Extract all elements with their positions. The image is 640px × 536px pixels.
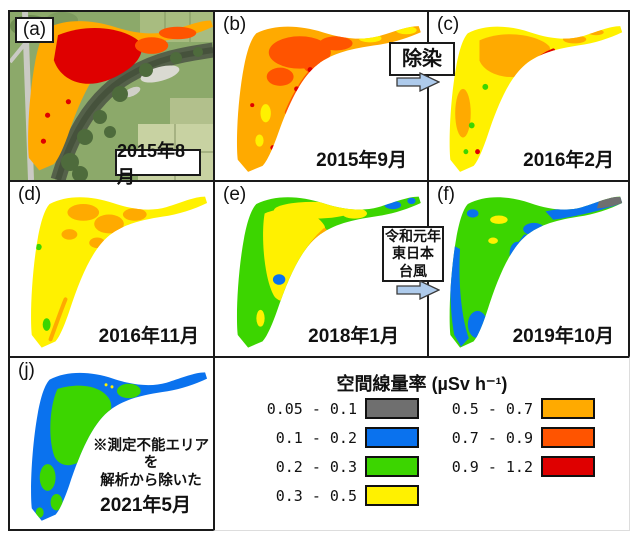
panel-letter-b: (b) [223,14,247,35]
legend-swatch [541,398,595,419]
panel-d: (d) 2016年11月 [8,180,215,358]
legend-entry: 0.05 - 0.1 [263,398,419,419]
legend-title: 空間線量率 (µSv h⁻¹) [215,370,629,396]
legend-entry: 0.7 - 0.9 [439,427,595,448]
panel-date-j: 2021年5月 [100,495,191,516]
panel-j-note: ※測定不能エリアを 解析から除いた [90,438,212,490]
panel-date-box-a: 2015年8月 [115,141,201,187]
legend-entry: 0.3 - 0.5 [263,485,419,506]
legend-title-text: 空間線量率 [336,374,427,394]
panel-e: (e) 2018年1月 [213,180,429,358]
legend-unit: (µSv h⁻¹) [431,374,508,394]
legend-range: 0.7 - 0.9 [451,428,533,447]
panel-date-f: 2019年10月 [512,326,614,347]
legend-range: 0.1 - 0.2 [275,428,357,447]
legend-swatch [365,456,419,477]
panel-date-a: 2015年8月 [117,140,186,187]
panel-letter-f: (f) [437,184,455,205]
panel-j: (j) ※測定不能エリアを 解析から除いた 2021年5月 [8,356,215,531]
panel-date-e: 2018年1月 [308,326,399,347]
panel-date-d: 2016年11月 [98,326,199,347]
right-arrow-icon [396,72,440,92]
legend-range: 0.2 - 0.3 [275,457,357,476]
legend-swatch [541,456,595,477]
panel-f: (f) 2019年10月 [427,180,630,358]
legend-entry: 0.2 - 0.3 [263,456,419,477]
panel-date-b: 2015年9月 [316,150,407,171]
dose-map-f [449,196,623,348]
dose-map-j [31,372,208,521]
legend-entry: 0.9 - 1.2 [439,456,595,477]
panel-letter-j: (j) [18,360,35,381]
panel-letter-c: (c) [437,14,460,35]
typhoon-line1: 令和元年 [385,228,441,245]
panel-j-note-line1: ※測定不能エリアを [93,438,209,472]
decontamination-callout: 除染 [389,42,455,76]
legend-range: 0.5 - 0.7 [451,399,533,418]
legend-panel: 空間線量率 (µSv h⁻¹) 0.05 - 0.1 0.1 - 0.2 0.2 -… [213,356,630,531]
legend-entry: 0.5 - 0.7 [439,398,595,419]
dose-overlay-a [28,20,213,171]
dose-map-d [31,196,208,348]
dose-map-b [236,26,421,172]
legend-col-left: 0.05 - 0.1 0.1 - 0.2 0.2 - 0.3 0.3 - 0.5 [263,398,419,514]
legend-entry: 0.1 - 0.2 [263,427,419,448]
panel-letter-d: (d) [18,184,42,205]
panel-letter-a: (a) [22,19,47,40]
panel-b: (b) 2015年9月 [213,10,429,182]
legend-swatch [541,427,595,448]
right-arrow-icon [396,280,440,300]
panel-a: (a) 2015年8月 [8,10,215,187]
panel-letter-e: (e) [223,184,247,205]
dose-map-e [236,196,421,348]
legend-swatch [365,398,419,419]
legend-range: 0.9 - 1.2 [451,457,533,476]
panel-date-c: 2016年2月 [523,150,614,171]
panel-letter-box-a: (a) [15,17,54,43]
legend-range: 0.05 - 0.1 [266,399,357,418]
legend-swatch [365,485,419,506]
legend-range: 0.3 - 0.5 [275,486,357,505]
dose-map-c [449,26,623,172]
panel-j-note-line2: 解析から除いた [100,472,202,489]
typhoon-line3: 台風 [399,262,427,279]
typhoon-line2: 東日本 [392,245,434,262]
panel-c: (c) 2016年2月 [427,10,630,182]
typhoon-callout: 令和元年 東日本 台風 [382,226,444,282]
legend-col-right: 0.5 - 0.7 0.7 - 0.9 0.9 - 1.2 [439,398,595,485]
legend-swatch [365,427,419,448]
